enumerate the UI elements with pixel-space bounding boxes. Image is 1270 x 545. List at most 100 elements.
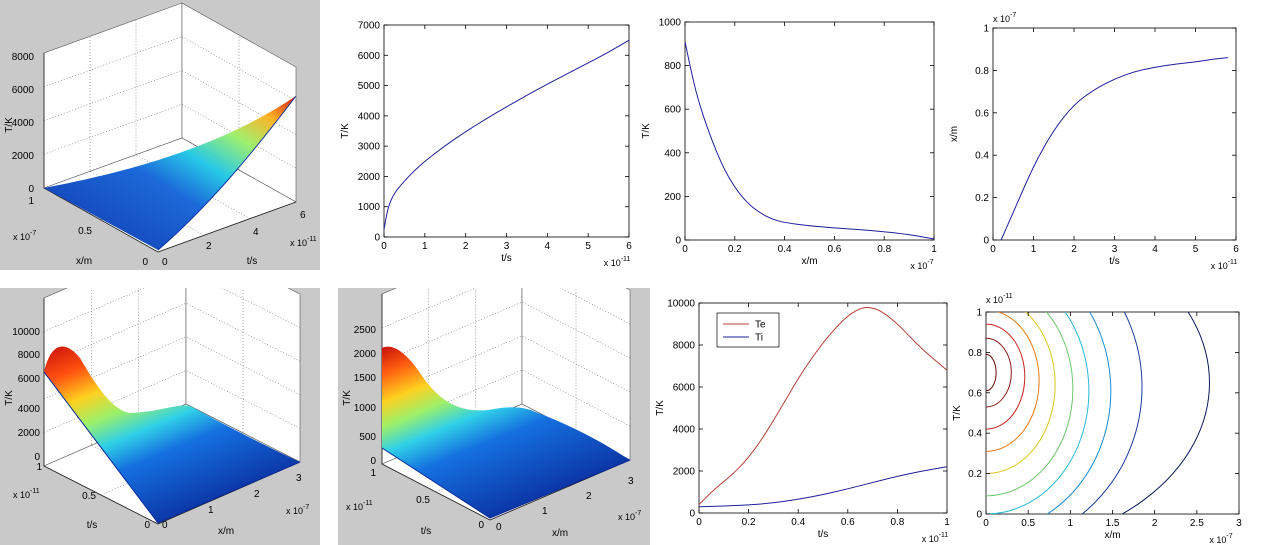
- x-tick-label: 2: [1071, 244, 1077, 255]
- y-tick-label: 1000: [659, 18, 682, 29]
- y-tick-label: 1000: [358, 202, 381, 213]
- x-tick-label: 0.2: [728, 244, 742, 255]
- x-tick-label: 1.5: [1106, 518, 1120, 529]
- z-tick-1: 2000: [12, 151, 35, 162]
- contour-level-5: [986, 312, 1074, 497]
- y-tick-1: 0.5: [416, 495, 430, 506]
- plot-area: [985, 311, 1240, 515]
- y-axis-label: t/s: [421, 526, 432, 537]
- x-axis-label: t/s: [501, 253, 512, 264]
- x-tick-0: 0: [162, 257, 168, 268]
- z-tick-2: 4000: [18, 404, 41, 415]
- contour-level-4: [986, 312, 1056, 475]
- x-tick-label: 2: [463, 241, 469, 252]
- series-line-te: [698, 307, 948, 505]
- z-axis-label: T/K: [342, 390, 353, 406]
- y-tick-label: 0.6: [975, 108, 989, 119]
- z-tick-5: 10000: [12, 327, 40, 338]
- x-tick-label: 0.6: [841, 517, 855, 528]
- x-tick-1: 1: [208, 505, 214, 516]
- z-tick-0: 0: [370, 456, 376, 467]
- legend-label-te: Te: [755, 320, 766, 331]
- contour-level-8: [1081, 312, 1143, 514]
- panel-line-2: 0 1 2 3 4 5 6 0 1000 2000 3000 4000 5000 6000 7000 t/s T…: [322, 0, 644, 275]
- x-axis-label: x/m: [218, 526, 234, 537]
- y-tick-label: 200: [664, 192, 681, 203]
- plot-area: [992, 27, 1237, 241]
- x-multiplier: x 10-11: [922, 532, 949, 544]
- contour-level-2: [986, 323, 1026, 430]
- x-tick-label: 0.8: [890, 517, 904, 528]
- y-tick-label: 2000: [673, 467, 696, 478]
- y-multiplier: x 10-7: [993, 12, 1016, 24]
- x-tick-label: 0: [983, 518, 989, 529]
- contour-level-1: [986, 337, 1012, 408]
- z-axis-label: T/K: [4, 117, 15, 133]
- z-tick-0: 0: [34, 452, 40, 463]
- y-axis-label: x/m: [949, 126, 960, 142]
- x-tick-label: 0.2: [742, 517, 756, 528]
- x-tick-label: 0.5: [1021, 518, 1035, 529]
- line-plot-3: 0 0.2 0.4 0.6 0.8 1 0 200 400 600 800 1000 x/m T/K x 1…: [641, 18, 937, 272]
- x-tick-label: 5: [1193, 244, 1199, 255]
- x-axis-label: x/m: [1104, 530, 1120, 541]
- legend: [716, 312, 780, 348]
- x-tick-0: 0: [162, 520, 168, 531]
- y-tick-label: 0.2: [975, 193, 989, 204]
- x-tick-label: 1: [1031, 244, 1037, 255]
- x-tick-label: 0: [682, 244, 688, 255]
- x-tick-label: 1: [944, 517, 950, 528]
- y-tick-label: 1: [983, 24, 989, 35]
- surface-plot-5: 0 2000 4000 6000 8000 10000 T/K 0 0.5 1 …: [0, 288, 320, 545]
- x-tick-label: 3: [1236, 518, 1242, 529]
- surface-plot-6: 0 500 1000 1500 2000 2500 T/K 0 0.5 1 x …: [338, 288, 650, 545]
- x-tick-1: 1: [542, 506, 548, 517]
- x-tick-1: 2: [206, 241, 212, 252]
- panel-surface-5: 0 2000 4000 6000 8000 10000 T/K 0 0.5 1 …: [0, 288, 320, 545]
- x-tick-2: 2: [586, 491, 592, 502]
- z-tick-5: 2500: [354, 325, 377, 336]
- x-tick-label: 0.6: [827, 244, 841, 255]
- y-tick-label: 4000: [673, 425, 696, 436]
- y-tick-0: 0: [478, 520, 484, 531]
- plot-area: [684, 21, 935, 241]
- y-axis-label: T/K: [655, 400, 666, 416]
- x-tick-label: 0.8: [877, 244, 891, 255]
- y-tick-0: 0: [142, 257, 148, 268]
- y-tick-label: 8000: [673, 341, 696, 352]
- x-tick-label: 4: [1152, 244, 1158, 255]
- surface-plot-1: 0 2000 4000 6000 8000 T/K 0 0.5 1 x 10-7…: [0, 0, 320, 270]
- y-tick-label: 0: [976, 510, 982, 521]
- series-line-ti: [698, 466, 948, 508]
- legend-label-ti: Ti: [755, 333, 763, 344]
- x-tick-label: 0.4: [791, 517, 805, 528]
- y-axis-label: x/m: [76, 256, 92, 267]
- y-tick-1: 0.5: [82, 491, 96, 502]
- panel-line-4: 0 1 2 3 4 5 6 0 0.2 0.4 0.6 0.8 1 t/s x/m x 10-11 x 10-7: [940, 0, 1260, 275]
- y-axis-label: T/K: [641, 123, 652, 139]
- y-tick-label: 600: [664, 105, 681, 116]
- panel-contour-8: 0 0.5 1 1.5 2 2.5 3 0 0.2 0.4 0.6 0.8 1 x/m T/K x 10-7 x…: [946, 286, 1260, 545]
- y-tick-label: 0.8: [975, 66, 989, 77]
- y-axis-label: T/K: [952, 405, 963, 421]
- y-tick-label: 0.2: [968, 469, 982, 480]
- panel-line-3: 0 0.2 0.4 0.6 0.8 1 0 200 400 600 800 1000 x/m T/K x 1…: [630, 0, 950, 275]
- x-multiplier: x 10-7: [286, 504, 309, 516]
- y-tick-label: 2000: [358, 172, 381, 183]
- panel-surface-6: 0 500 1000 1500 2000 2500 T/K 0 0.5 1 x …: [338, 288, 650, 545]
- y-multiplier: x 10-11: [986, 293, 1013, 305]
- x-multiplier: x 10-11: [290, 236, 317, 248]
- y-multiplier: x 10-11: [346, 500, 373, 512]
- x-tick-label: 1: [931, 244, 937, 255]
- y-tick-label: 0: [689, 509, 695, 520]
- x-tick-label: 4: [545, 241, 551, 252]
- x-multiplier: x 10-7: [618, 510, 641, 522]
- z-tick-4: 8000: [12, 52, 35, 63]
- x-multiplier: x 10-7: [910, 259, 933, 271]
- line-plot-4: 0 1 2 3 4 5 6 0 0.2 0.4 0.6 0.8 1 t/s x/m x 10-11 x 10-7: [949, 12, 1239, 271]
- x-tick-label: 0: [696, 517, 702, 528]
- contour-level-6: [986, 312, 1090, 514]
- contour-level-0: [986, 353, 997, 392]
- x-tick-2: 4: [253, 227, 259, 238]
- x-multiplier: x 10-11: [604, 256, 631, 268]
